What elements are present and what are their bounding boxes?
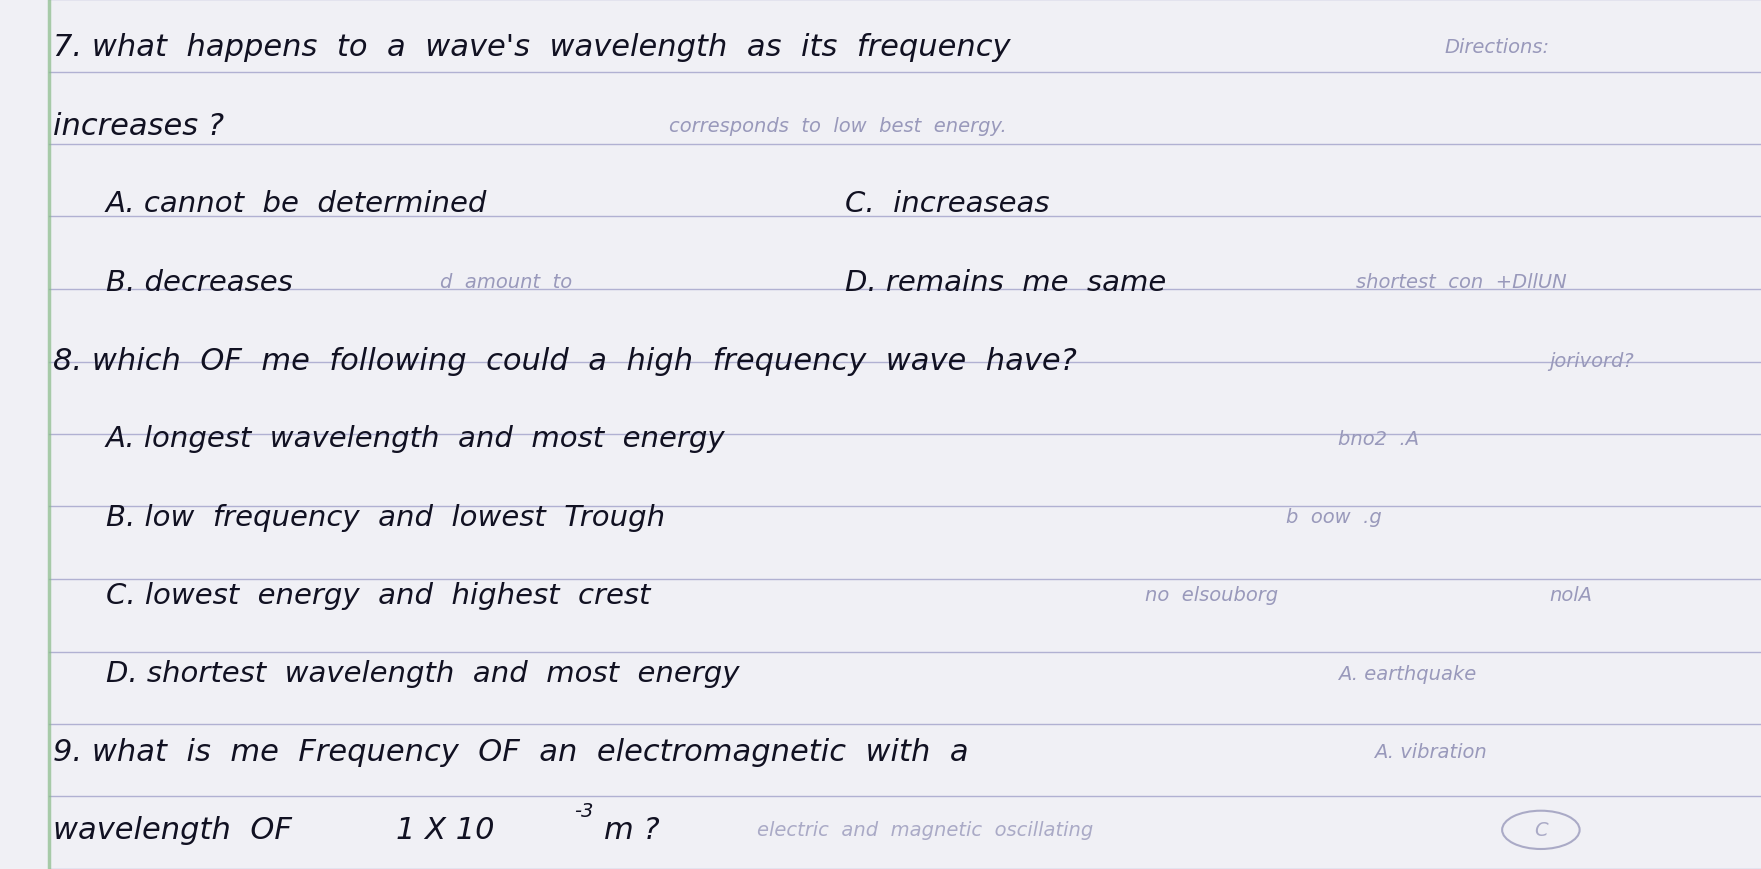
Text: shortest  con  +DllUN: shortest con +DllUN <box>1356 273 1567 292</box>
Text: D. remains  me  same: D. remains me same <box>845 269 1166 296</box>
Text: D. shortest  wavelength  and  most  energy: D. shortest wavelength and most energy <box>106 660 740 687</box>
Text: electric  and  magnetic  oscillating: electric and magnetic oscillating <box>757 820 1094 839</box>
Text: B. decreases: B. decreases <box>106 269 292 296</box>
Text: C.  increaseas: C. increaseas <box>845 190 1050 218</box>
Text: d  amount  to: d amount to <box>440 273 572 292</box>
Text: A. cannot  be  determined: A. cannot be determined <box>106 190 488 218</box>
Text: A. earthquake: A. earthquake <box>1338 664 1477 683</box>
Text: -3: -3 <box>574 801 593 820</box>
Text: Directions:: Directions: <box>1444 38 1550 57</box>
Text: corresponds  to  low  best  energy.: corresponds to low best energy. <box>669 116 1007 136</box>
Text: 1 X 10: 1 X 10 <box>396 815 495 845</box>
Text: A. longest  wavelength  and  most  energy: A. longest wavelength and most energy <box>106 425 726 453</box>
Text: nolA: nolA <box>1550 586 1592 605</box>
Text: jorivord?: jorivord? <box>1550 351 1634 370</box>
Text: wavelength  OF: wavelength OF <box>53 815 292 845</box>
Text: b  oow  .g: b oow .g <box>1286 507 1381 527</box>
Text: increases ?: increases ? <box>53 111 224 141</box>
Text: 9. what  is  me  Frequency  OF  an  electromagnetic  with  a: 9. what is me Frequency OF an electromag… <box>53 737 969 766</box>
Text: B. low  frequency  and  lowest  Trough: B. low frequency and lowest Trough <box>106 503 666 531</box>
Text: m ?: m ? <box>604 815 660 845</box>
Text: bno2  .A: bno2 .A <box>1338 429 1419 448</box>
Text: 8. which  OF  me  following  could  a  high  frequency  wave  have?: 8. which OF me following could a high fr… <box>53 346 1076 375</box>
Text: no  elsouborg: no elsouborg <box>1145 586 1278 605</box>
Text: 7. what  happens  to  a  wave's  wavelength  as  its  frequency: 7. what happens to a wave's wavelength a… <box>53 33 1011 63</box>
Text: C: C <box>1534 820 1548 839</box>
Text: A. vibration: A. vibration <box>1374 742 1486 761</box>
Text: C. lowest  energy  and  highest  crest: C. lowest energy and highest crest <box>106 581 650 609</box>
